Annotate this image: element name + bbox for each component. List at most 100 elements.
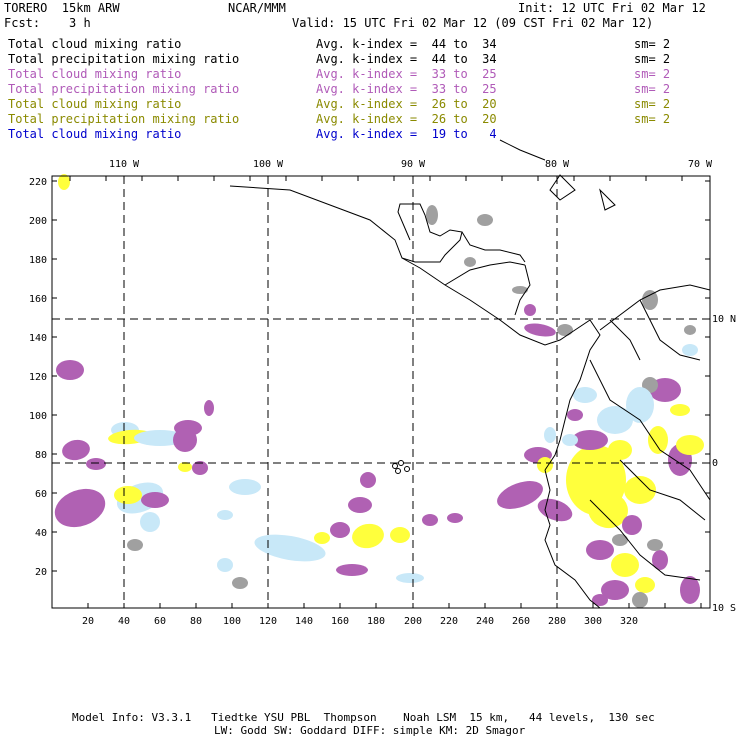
x-tick-label: 160 (331, 616, 349, 627)
purple-cloud-blob (524, 304, 536, 316)
lon-label: 90 W (401, 159, 426, 170)
x-tick-label: 260 (512, 616, 530, 627)
valid-time: Valid: 15 UTC Fri 02 Mar 12 (09 CST Fri … (292, 16, 654, 30)
x-tick-label: 180 (367, 616, 385, 627)
yellow-cloud-blob (648, 426, 668, 454)
gray-cloud-blob (127, 539, 143, 551)
gray-cloud-blob (477, 214, 493, 226)
x-tick-label: 220 (440, 616, 458, 627)
purple-cloud-blob (360, 472, 376, 488)
yellow-cloud-blob (178, 462, 192, 472)
legend-field: Total cloud mixing ratio (8, 97, 182, 111)
island (395, 468, 401, 474)
lon-label: 110 W (109, 159, 140, 170)
legend-sm: sm= 2 (634, 82, 671, 96)
x-tick-label: 280 (548, 616, 566, 627)
purple-cloud-blob (601, 580, 629, 600)
purple-cloud-blob (567, 409, 583, 421)
purple-cloud-blob (592, 594, 608, 606)
purple-cloud-blob (141, 492, 169, 508)
purple-cloud-blob (330, 522, 350, 538)
purple-cloud-blob (680, 576, 700, 604)
purple-cloud-blob (56, 360, 84, 380)
x-tick-label: 200 (404, 616, 422, 627)
y-tick-label: 100 (29, 411, 47, 422)
lightblue-cloud-blob (134, 430, 186, 446)
purple-cloud-blob (204, 400, 214, 416)
purple-cloud-blob (54, 488, 106, 528)
gray-cloud-blob (684, 325, 696, 335)
lightblue-cloud-blob (217, 510, 233, 520)
legend-field: Total precipitation mixing ratio (8, 112, 240, 126)
y-tick-label: 20 (35, 567, 47, 578)
purple-cloud-blob (422, 514, 438, 526)
legend-kindex: Avg. k-index = 33 to 25 (316, 67, 497, 81)
legend-kindex: Avg. k-index = 44 to 34 (316, 52, 497, 66)
yellow-cloud-blob (352, 523, 384, 549)
purple-cloud-blob (586, 540, 614, 560)
purple-cloud-blob (497, 481, 543, 509)
yellow-cloud-blob (611, 553, 639, 577)
purple-cloud-blob (173, 428, 197, 452)
coastline-path (599, 188, 616, 211)
legend-kindex: Avg. k-index = 26 to 20 (316, 97, 497, 111)
forecast-hour: Fcst: 3 h (4, 16, 91, 30)
yellow-cloud-blob (608, 440, 632, 460)
x-tick-label: 40 (118, 616, 130, 627)
x-tick-label: 240 (476, 616, 494, 627)
y-tick-label: 60 (35, 489, 47, 500)
gray-cloud-blob (642, 290, 658, 310)
coastline-path (549, 174, 576, 201)
lat-lon-grid (52, 176, 710, 608)
legend-sm: sm= 2 (634, 52, 671, 66)
purple-cloud-blob (348, 497, 372, 513)
yellow-cloud-blob (670, 404, 690, 416)
legend-sm: sm= 2 (634, 97, 671, 111)
island (392, 463, 398, 469)
lat-label: 10 N (712, 314, 736, 325)
y-tick-label: 200 (29, 216, 47, 227)
axis-labels: 110 W 100 W 90 W 80 W 70 W 10 N 0 10 S 220 200 180… (29, 159, 736, 627)
gray-cloud-blob (632, 592, 648, 608)
yellow-cloud-blob (390, 527, 410, 543)
purple-cloud-blob (572, 430, 608, 450)
org-label: NCAR/MMM (228, 1, 286, 15)
y-tick-label: 40 (35, 528, 47, 539)
x-tick-label: 100 (223, 616, 241, 627)
lightblue-cloud-blob (140, 512, 160, 532)
y-tick-label: 180 (29, 255, 47, 266)
x-tick-label: 80 (190, 616, 202, 627)
x-tick-label: 60 (154, 616, 166, 627)
coastline-path (589, 499, 701, 581)
model-title: TORERO 15km ARW (4, 1, 120, 15)
coastline-path (544, 469, 601, 609)
x-tick-label: 120 (259, 616, 277, 627)
lon-label: 70 W (688, 159, 713, 170)
yellow-cloud-blob (624, 476, 656, 504)
legend-kindex: Avg. k-index = 33 to 25 (316, 82, 497, 96)
y-tick-label: 120 (29, 372, 47, 383)
gray-cloud-blob (464, 257, 476, 267)
purple-cloud-blob (524, 323, 556, 337)
x-tick-label: 300 (584, 616, 602, 627)
gray-cloud-blob (512, 286, 528, 294)
island (398, 460, 404, 466)
gray-cloud-blob (647, 539, 663, 551)
legend-field: Total cloud mixing ratio (8, 67, 182, 81)
y-tick-label: 160 (29, 294, 47, 305)
lon-label: 80 W (545, 159, 570, 170)
purple-cloud-blob (447, 513, 463, 523)
lightblue-cloud-blob (597, 406, 633, 434)
island (404, 466, 410, 472)
x-tick-label: 140 (295, 616, 313, 627)
lightblue-cloud-blob (544, 427, 556, 443)
coastline-path (514, 264, 531, 316)
legend-sm: sm= 2 (634, 37, 671, 51)
legend-field: Total cloud mixing ratio (8, 127, 182, 141)
gray-cloud-blob (232, 577, 248, 589)
coastline-path (599, 284, 711, 331)
lightblue-cloud-blob (573, 387, 597, 403)
coastline-path (401, 257, 591, 346)
lightblue-cloud-blob (626, 387, 654, 423)
footer-physics: LW: Godd SW: Goddard DIFF: simple KM: 2D… (214, 724, 526, 737)
